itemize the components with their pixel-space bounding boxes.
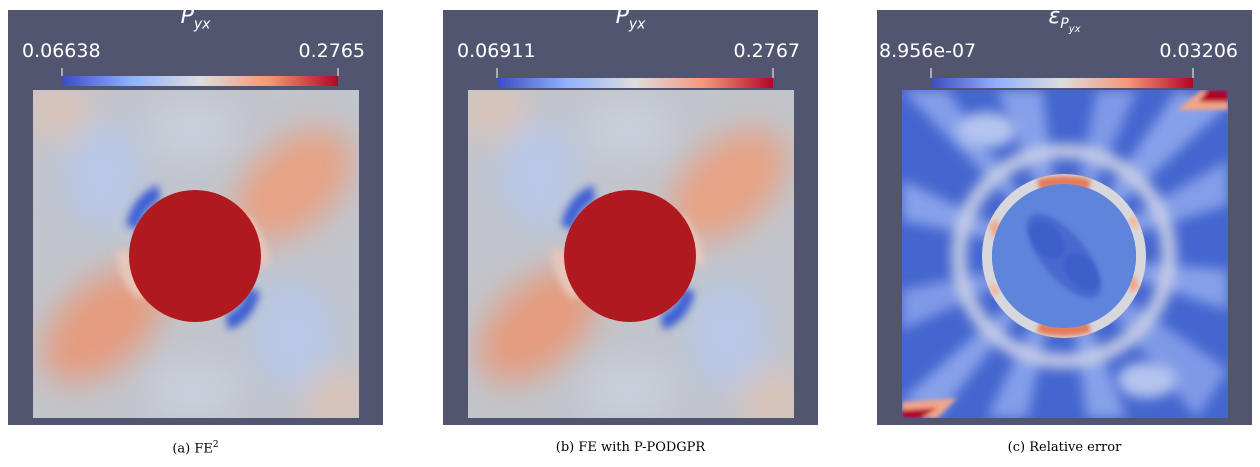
colorbar-max-label: 0.2767 — [733, 40, 800, 62]
colorbar-max-label: 0.03206 — [1159, 40, 1238, 62]
colorbar — [497, 78, 773, 88]
stress-field — [33, 90, 359, 418]
colorbar-title: εPyx — [1048, 4, 1081, 36]
field-plot — [33, 68, 359, 418]
panel-fe2: Pyx 0.06638 0.2765 — [8, 4, 383, 425]
colorbar-min-label: 0.06638 — [22, 40, 101, 62]
panel-fe-ppodgpr: Pyx 0.06911 0.2767 — [443, 4, 818, 425]
caption-c: (c) Relative error — [1007, 440, 1122, 455]
colorbar — [62, 76, 338, 86]
inclusion — [129, 190, 261, 322]
caption-b: (b) FE with P-PODGPR — [555, 440, 706, 455]
colorbar-title: Pyx — [180, 4, 211, 33]
field-plot — [468, 68, 794, 418]
colorbar — [931, 78, 1193, 88]
error-plot — [902, 68, 1228, 418]
inclusion — [564, 190, 696, 322]
colorbar-title: Pyx — [615, 4, 646, 33]
panel-relative-error: εPyx 8.956e-07 0.03206 — [877, 4, 1252, 425]
colorbar-max-label: 0.2765 — [298, 40, 365, 62]
stress-field — [468, 90, 794, 418]
error-field — [902, 90, 1228, 418]
caption-a: (a) FE2 — [172, 440, 219, 457]
colorbar-min-label: 8.956e-07 — [879, 40, 977, 62]
colorbar-min-label: 0.06911 — [457, 40, 536, 62]
